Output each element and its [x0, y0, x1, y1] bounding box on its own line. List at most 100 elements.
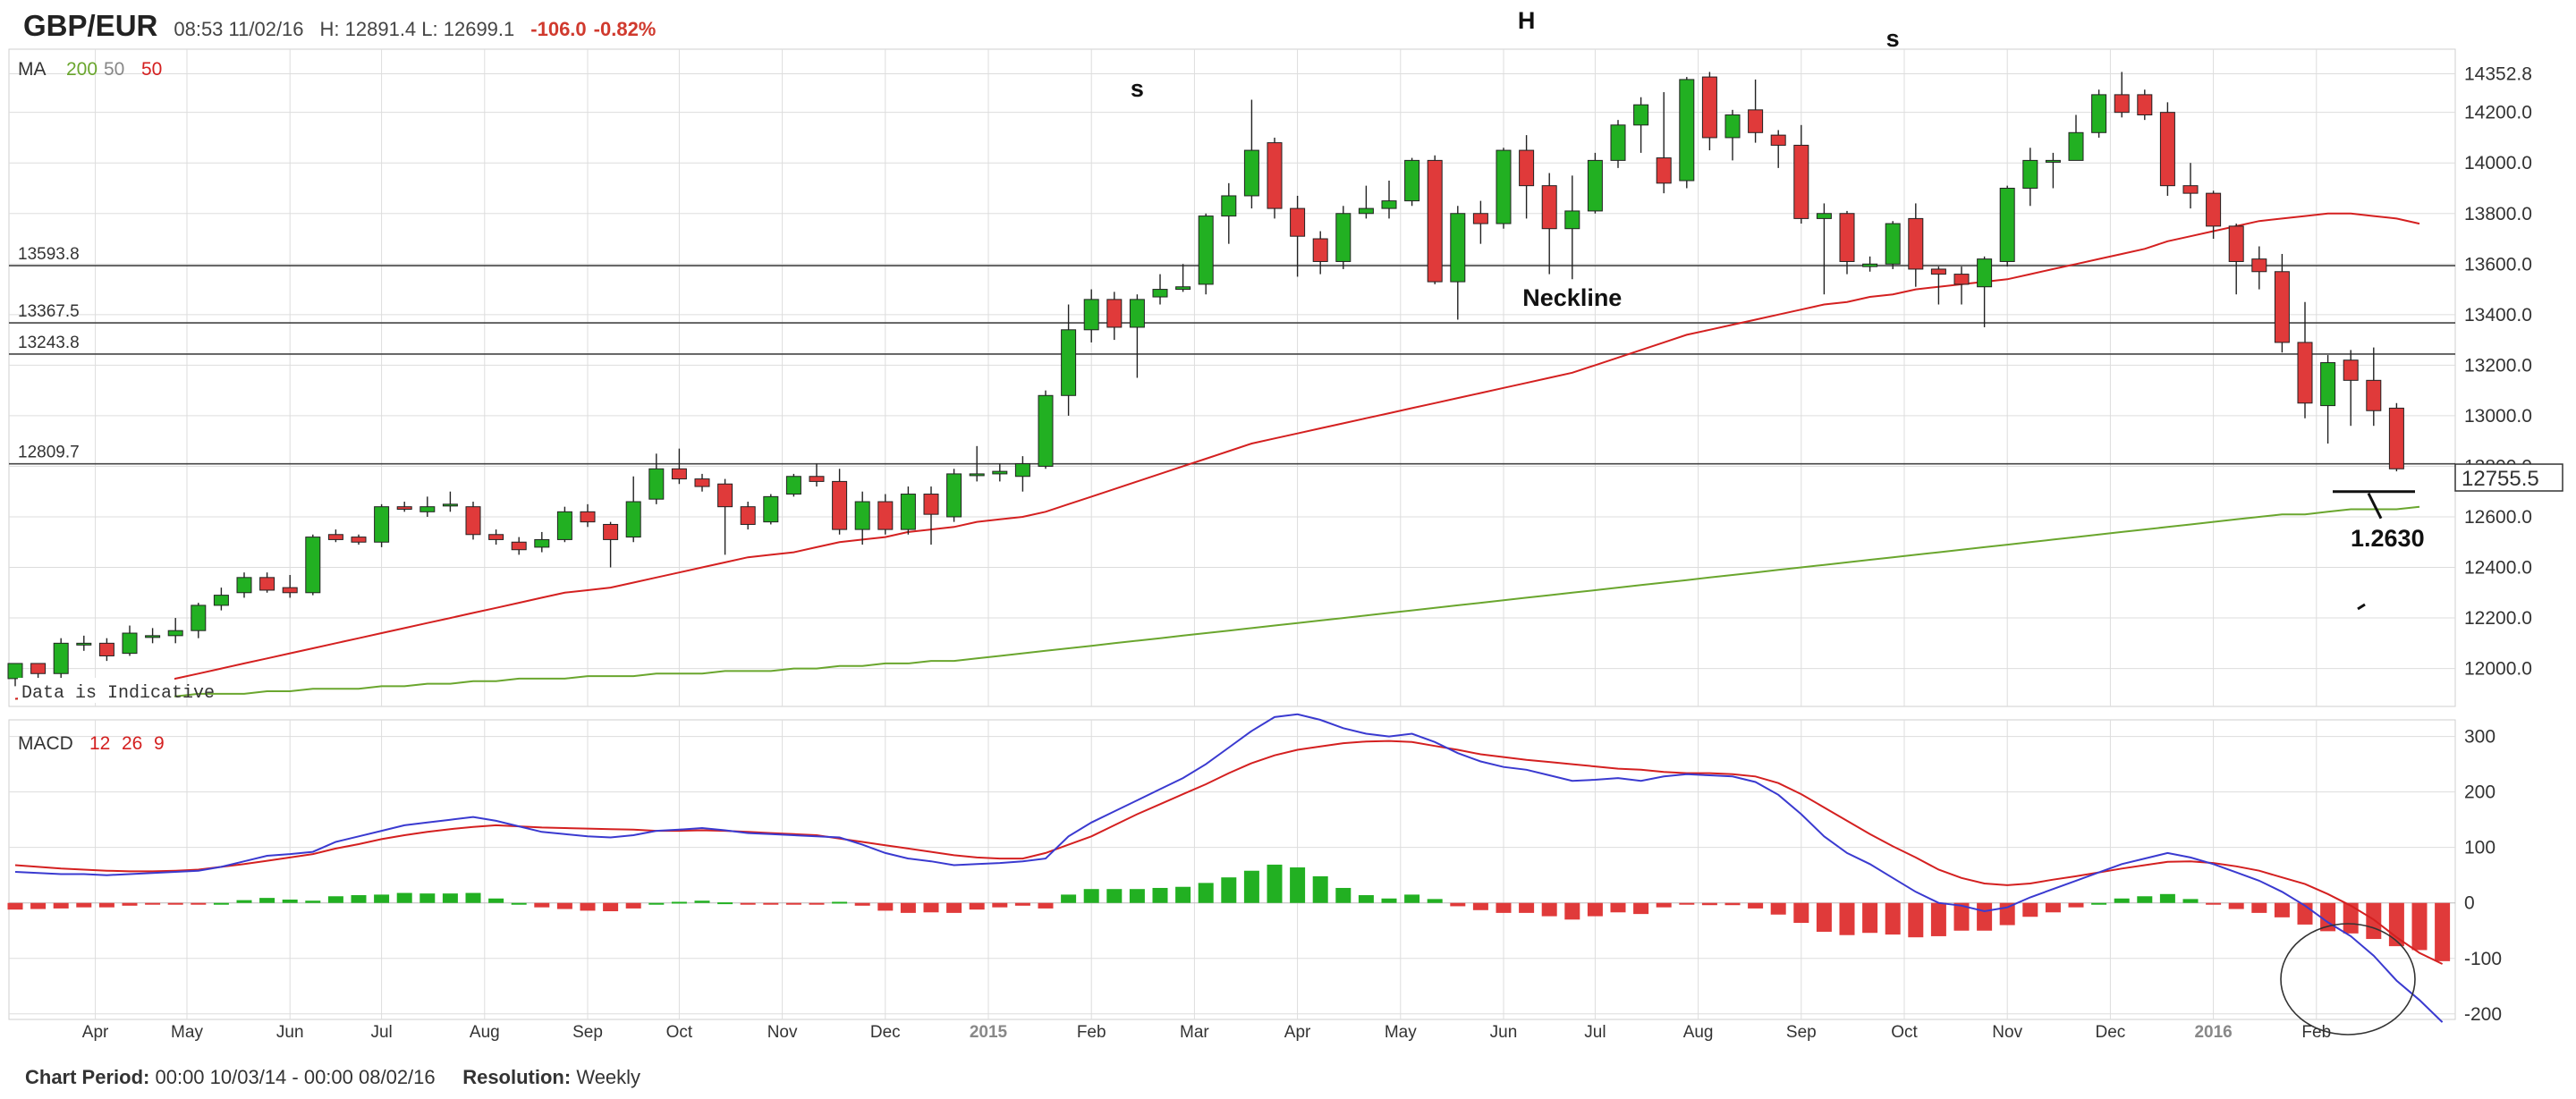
x-tick-label: Oct [1891, 1023, 1918, 1042]
macd-histogram [7, 864, 2451, 961]
histogram-bar-negative [1701, 902, 1717, 906]
x-tick-label: Apr [1284, 1023, 1311, 1042]
ma50-line [14, 212, 2420, 700]
candle-down [1748, 109, 1764, 133]
candle-up [7, 663, 23, 680]
candle-down [1953, 274, 1970, 285]
histogram-bar-positive [1198, 883, 1214, 903]
candle-up [1679, 79, 1695, 182]
candle-down [809, 476, 825, 482]
histogram-bar-negative [2022, 902, 2038, 917]
candle-up [900, 494, 916, 530]
histogram-bar-positive [648, 902, 665, 905]
candle-up [1381, 200, 1397, 209]
candle-up [2091, 94, 2107, 133]
period-label: Chart Period: [25, 1066, 150, 1088]
candle-up [53, 642, 69, 674]
histogram-bar-negative [1587, 902, 1603, 917]
candle-up [1977, 258, 1993, 288]
candle-down [2343, 359, 2359, 381]
histogram-bar-positive [327, 896, 343, 903]
histogram-bar-negative [2206, 902, 2222, 905]
candle-down [465, 506, 481, 536]
candle-down [396, 506, 412, 511]
macd-legend-period: 12 [89, 733, 110, 754]
histogram-bar-negative [1748, 902, 1764, 909]
histogram-bar-negative [2228, 902, 2244, 909]
candle-down [923, 494, 939, 515]
price-y-tick: 14000.0 [2464, 153, 2532, 173]
candle-down [740, 506, 756, 525]
histogram-bar-negative [2068, 902, 2084, 908]
histogram-bar-negative [1496, 902, 1512, 913]
period-value: 00:00 10/03/14 - 00:00 08/02/16 [155, 1066, 436, 1088]
candle-up [1587, 159, 1603, 212]
macd-y-tick: -100 [2464, 949, 2502, 969]
histogram-bar-positive [1152, 887, 1168, 903]
candle-up [1724, 114, 1741, 139]
price-y-tick: 14352.8 [2464, 63, 2532, 84]
histogram-bar-negative [7, 902, 23, 910]
candle-up [785, 476, 801, 495]
candle-up [1243, 149, 1259, 197]
histogram-bar-positive [511, 902, 527, 905]
annotation-s-right: s [1886, 25, 1900, 52]
annotations: s Hs Neckline 1.2630 Data is Indicative [18, 7, 2425, 704]
level-label: 13243.8 [18, 334, 80, 352]
x-tick-label: Nov [767, 1023, 798, 1042]
candle-up [236, 577, 252, 594]
x-tick-label: Aug [470, 1023, 500, 1042]
watermark-text: Data is Indicative [21, 683, 215, 704]
candle-up [1129, 299, 1145, 328]
x-tick-label: 2015 [970, 1023, 1008, 1042]
signal-line [14, 740, 2444, 965]
candle-up [76, 642, 92, 646]
price-y-tick: 13400.0 [2464, 305, 2532, 325]
histogram-bar-negative [1679, 902, 1695, 905]
histogram-bar-negative [145, 902, 161, 905]
horizontal-levels: 13593.8 13367.5 13243.8 12809.7 [9, 245, 2455, 465]
macd-y-tick: 100 [2464, 838, 2496, 858]
x-tick-label: Apr [82, 1023, 109, 1042]
histogram-bar-positive [1358, 895, 1374, 903]
candle-up [1564, 210, 1580, 230]
histogram-bar-positive [1335, 887, 1352, 903]
x-tick-label: Sep [1786, 1023, 1817, 1042]
candle-up [1496, 149, 1512, 224]
histogram-bar-negative [2251, 902, 2267, 913]
price-y-tick: 12200.0 [2464, 608, 2532, 629]
macd-y-tick: 200 [2464, 782, 2496, 803]
histogram-bar-negative [30, 902, 47, 909]
histogram-bar-positive [396, 892, 412, 903]
histogram-bar-negative [1885, 902, 1901, 935]
candle-up [2068, 131, 2084, 161]
histogram-bar-positive [2091, 902, 2107, 905]
histogram-bar-positive [259, 898, 275, 903]
x-tick-label: Feb [2301, 1023, 2331, 1042]
histogram-bar-negative [1953, 902, 1970, 931]
price-y-axis: 14352.8 14200.0 14000.0 13800.0 13600.0 13400… [2454, 63, 2563, 680]
price-y-tick: 12000.0 [2464, 659, 2532, 680]
candle-up [2022, 159, 2038, 189]
histogram-bar-negative [98, 902, 114, 908]
last-price-box [2454, 463, 2563, 492]
candle-up [419, 506, 436, 512]
candle-down [1908, 217, 1924, 270]
histogram-bar-positive [2182, 899, 2199, 903]
candle-up [1014, 463, 1030, 478]
histogram-bar-positive [305, 900, 321, 903]
histogram-bar-negative [1450, 902, 1466, 907]
candle-up [992, 470, 1008, 475]
histogram-bar-negative [1793, 902, 1809, 924]
x-tick-label: Dec [2096, 1023, 2126, 1042]
histogram-bar-positive [2137, 896, 2153, 903]
candle-down [1770, 134, 1786, 146]
candle-down [1106, 299, 1123, 328]
histogram-bar-positive [671, 901, 687, 904]
histogram-bar-negative [167, 902, 183, 905]
macd-line [14, 713, 2444, 1023]
candle-down [1656, 157, 1672, 184]
x-tick-label: Jun [1490, 1023, 1518, 1042]
target-marker-dash [2357, 603, 2366, 611]
